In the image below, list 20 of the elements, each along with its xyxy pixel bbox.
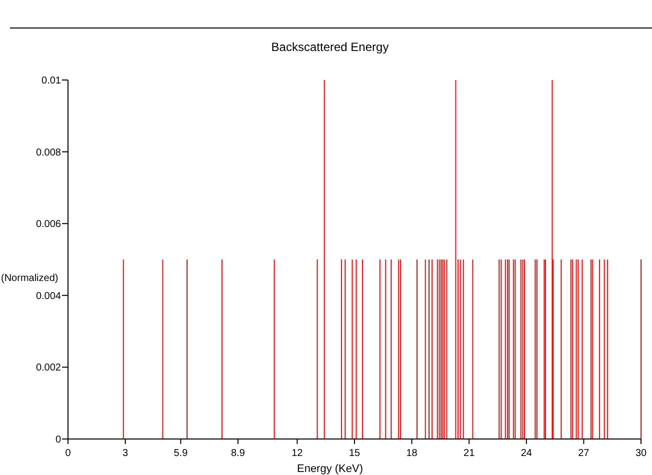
x-tick-label: 0 xyxy=(65,448,72,459)
y-tick-label: 0.008 xyxy=(36,147,62,158)
y-tick-label: 0.01 xyxy=(42,76,62,86)
x-tick-label: 27 xyxy=(578,448,590,459)
chart-title: Backscattered Energy xyxy=(271,40,389,54)
x-tick-label: 15 xyxy=(348,448,360,459)
x-tick-label: 30 xyxy=(635,448,647,459)
y-tick-label: 0.002 xyxy=(36,362,62,374)
x-tick-label: 3 xyxy=(122,448,129,459)
x-tick-label: 24 xyxy=(520,448,532,459)
y-axis-title: (Normalized) xyxy=(1,273,58,284)
x-tick-label: 12 xyxy=(292,448,304,459)
x-tick-label: 18 xyxy=(406,448,418,459)
x-axis-title: Energy (KeV) xyxy=(296,463,364,475)
x-tick-label: 8.9 xyxy=(231,448,246,459)
x-tick-label: 5.9 xyxy=(174,448,188,459)
y-tick-label: 0 xyxy=(55,434,62,446)
x-tick-label: 21 xyxy=(464,448,476,459)
y-tick-label: 0.006 xyxy=(36,219,62,230)
y-tick-label: 0.004 xyxy=(36,290,62,302)
